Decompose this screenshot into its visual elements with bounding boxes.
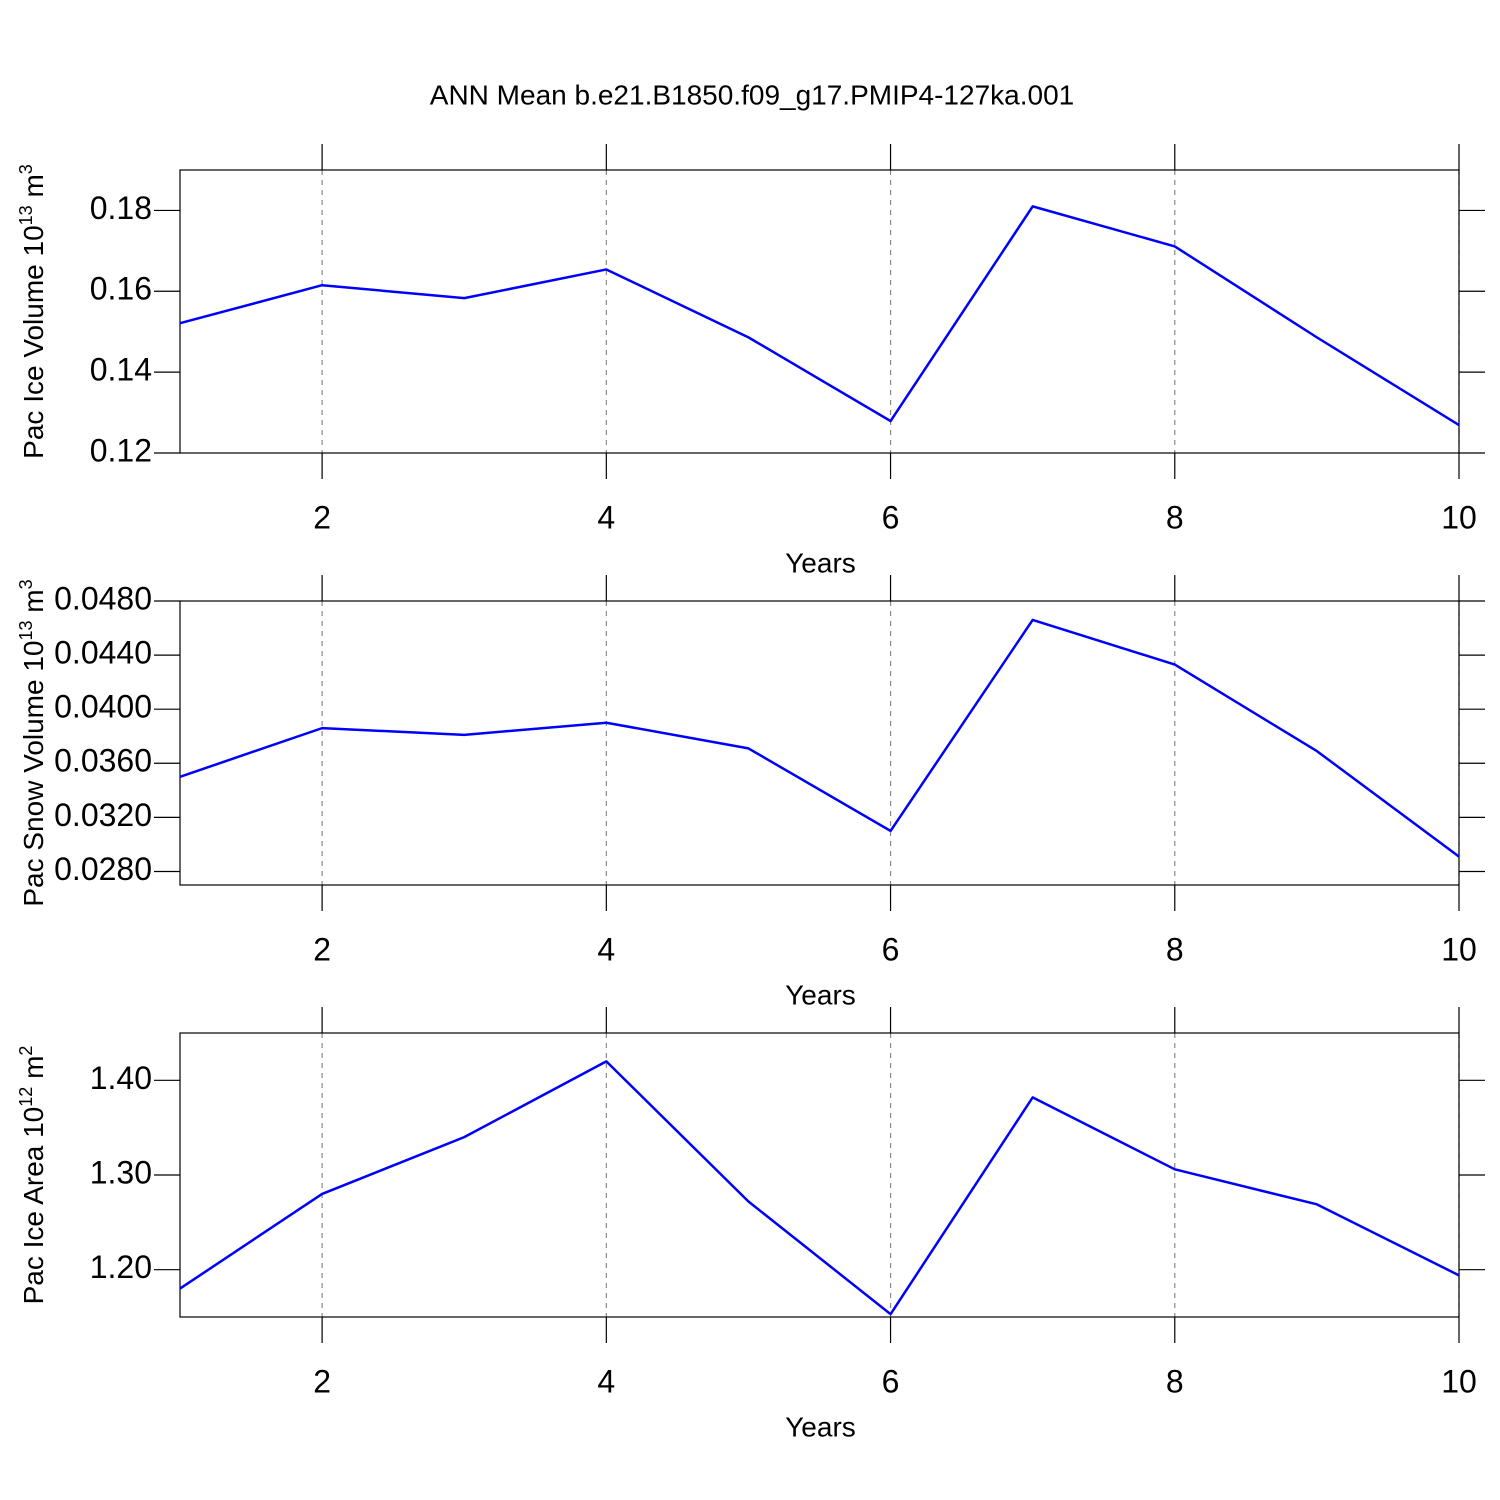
- y-tick-label: 0.12: [90, 432, 152, 468]
- panel: 2 4 6 8 10 1.20 1.30 1.40 Years Pac Ice Area 1012…: [16, 1007, 1485, 1442]
- y-tick-label: 0.0320: [54, 797, 152, 833]
- x-tick-label: 4: [597, 931, 615, 967]
- y-axis-label-part: Pac Ice Volume 10: [18, 225, 49, 458]
- panel: 2 4 6 8 10 0.0280 0.0320 0.0360 0.0400 0.0440 0.04…: [16, 575, 1485, 1010]
- y-axis-label-exponent: 12: [16, 1087, 36, 1107]
- data-line: [179, 1060, 1460, 1316]
- y-axis-label-part: m: [18, 589, 49, 620]
- x-axis-label: Years: [785, 547, 856, 578]
- x-axis-label: Years: [785, 1411, 856, 1442]
- y-axis-label-exponent: 13: [16, 620, 36, 640]
- figure-title: ANN Mean b.e21.B1850.f09_g17.PMIP4-127ka…: [430, 79, 1074, 110]
- x-tick-label: 2: [313, 1363, 331, 1399]
- x-tick-label: 6: [882, 931, 900, 967]
- x-axis-label: Years: [785, 979, 856, 1010]
- x-tick-label: 8: [1166, 499, 1184, 535]
- y-tick-label: 0.0360: [54, 743, 152, 779]
- y-tick-label: 0.18: [90, 190, 152, 226]
- plot-frame: [179, 1032, 1460, 1318]
- y-tick-label: 1.20: [90, 1249, 152, 1285]
- x-tick-label: 10: [1441, 931, 1477, 967]
- y-axis-label-part: m: [18, 1056, 49, 1087]
- x-tick-label: 2: [313, 931, 331, 967]
- data-line: [179, 205, 1460, 427]
- y-axis-label-part: Pac Snow Volume 10: [18, 640, 49, 906]
- y-axis-label: Pac Ice Area 1012 m2: [16, 1046, 49, 1305]
- y-axis-label-part: Pac Ice Area 10: [18, 1107, 49, 1305]
- panel: 2 4 6 8 10 0.12 0.14 0.16 0.18 Years Pac Ice Volum…: [16, 144, 1485, 578]
- plot-frame: [179, 169, 1460, 454]
- x-tick-label: 8: [1166, 1363, 1184, 1399]
- x-tick-label: 4: [597, 1363, 615, 1399]
- y-tick-label: 1.30: [90, 1154, 152, 1190]
- x-tick-label: 2: [313, 499, 331, 535]
- y-axis-label-exponent: 13: [16, 205, 36, 225]
- y-axis-label-part: m: [18, 174, 49, 205]
- y-tick-label: 0.0280: [54, 851, 152, 887]
- x-tick-label: 8: [1166, 931, 1184, 967]
- x-tick-label: 10: [1441, 499, 1477, 535]
- y-axis-label-exponent: 2: [16, 1046, 36, 1056]
- x-tick-label: 6: [882, 499, 900, 535]
- y-axis-label-exponent: 3: [16, 164, 36, 174]
- x-tick-label: 10: [1441, 1363, 1477, 1399]
- y-axis-label: Pac Ice Volume 1013 m3: [16, 164, 49, 459]
- plot-frame: [179, 600, 1460, 886]
- y-tick-label: 0.16: [90, 271, 152, 307]
- y-tick-label: 0.0400: [54, 689, 152, 725]
- y-axis-label-exponent: 3: [16, 579, 36, 589]
- data-line: [179, 618, 1460, 858]
- x-tick-label: 6: [882, 1363, 900, 1399]
- y-axis-label: Pac Snow Volume 1013 m3: [16, 579, 49, 906]
- y-tick-label: 0.14: [90, 352, 152, 388]
- x-tick-label: 4: [597, 499, 615, 535]
- y-tick-label: 0.0440: [54, 635, 152, 671]
- y-tick-label: 1.40: [90, 1060, 152, 1096]
- y-tick-label: 0.0480: [54, 580, 152, 616]
